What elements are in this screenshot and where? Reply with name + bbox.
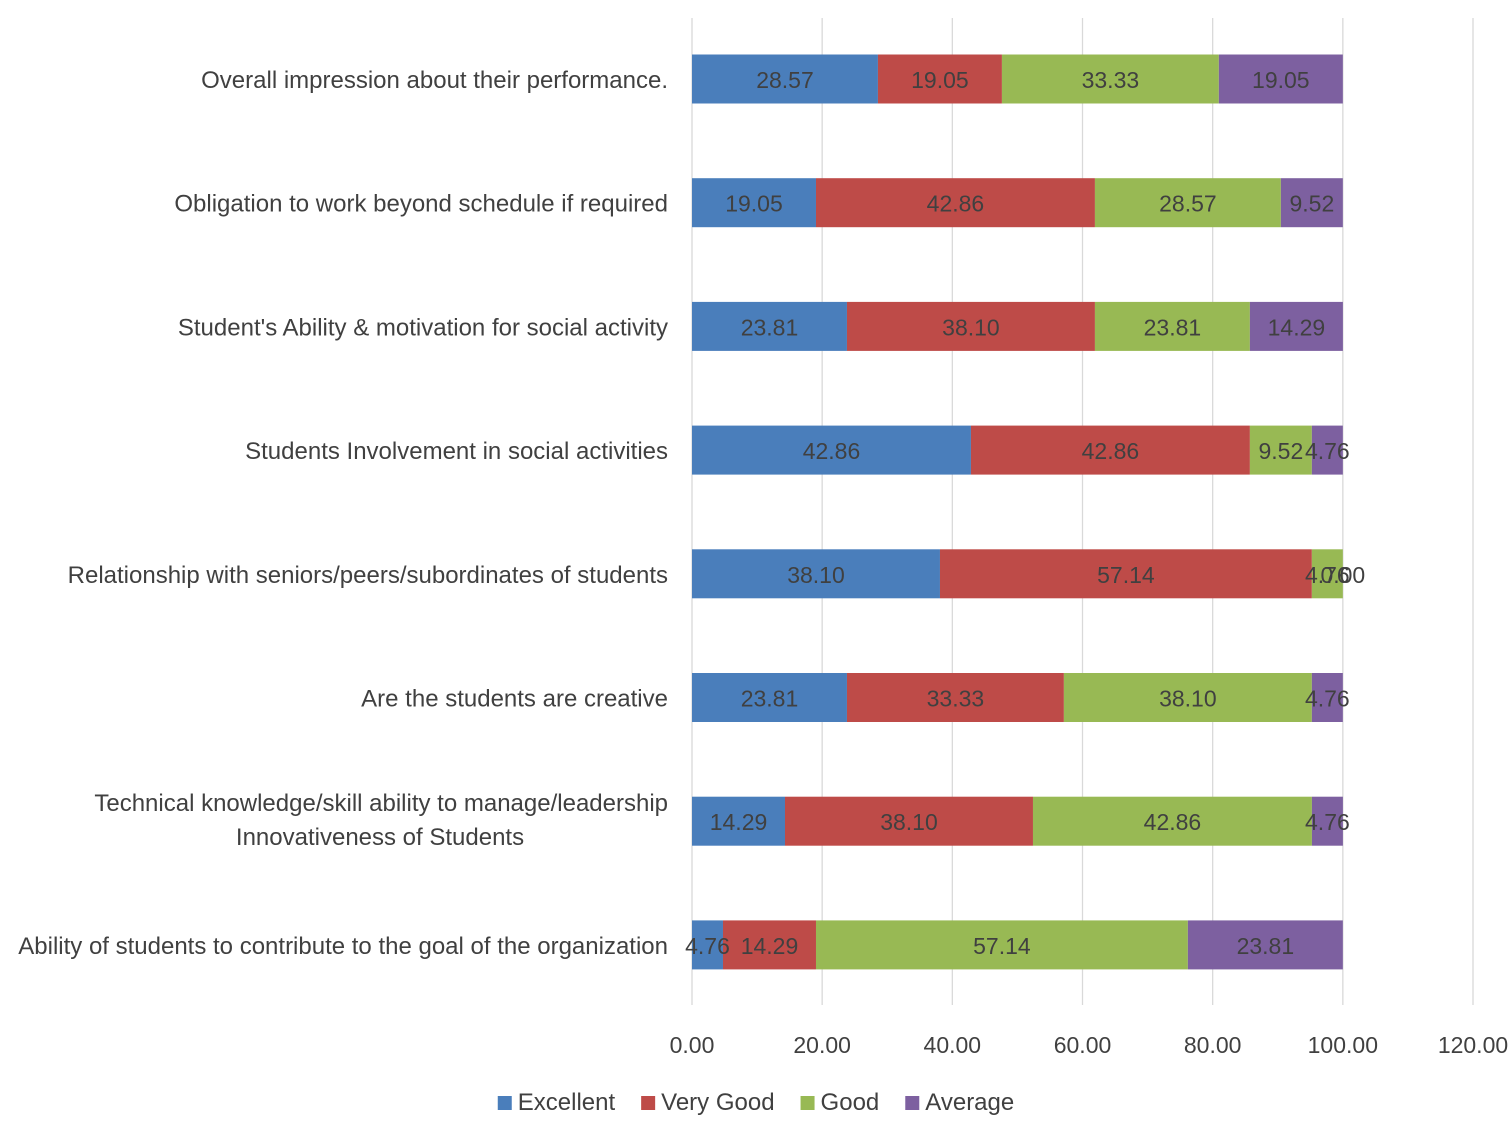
bar-segment-very-good [877,54,1002,104]
bar-segment-good [1063,673,1312,722]
legend-item-good: Good [800,1089,880,1116]
data-label: 4.76 [1305,809,1350,835]
bar-segment-average [1249,301,1343,351]
data-label: 4.76 [1305,562,1350,588]
data-label: 42.86 [1144,809,1202,835]
data-label: 9.52 [1258,438,1303,464]
category-labels: Overall impression about their performan… [18,67,668,960]
bar-segment-good [1311,549,1343,599]
data-label: 4.76 [1305,438,1350,464]
data-label: 28.57 [1159,191,1217,217]
data-label: 23.81 [741,686,799,712]
category-label: Relationship with seniors/peers/subordin… [68,562,668,589]
bar-segment-average [1311,796,1343,846]
category-label: Ability of students to contribute to the… [18,933,668,960]
bar-segment-excellent [692,425,971,475]
data-labels: 28.57 19.05 33.33 19.05 19.05 42.86 28.57 9.52 2… [685,67,1365,959]
data-label: 4.76 [685,933,730,959]
category-label: Are the students are creative [361,686,668,713]
legend-swatch [800,1096,815,1110]
bar-segment-average [1311,673,1343,722]
data-label: 42.86 [1082,438,1140,464]
data-label: 42.86 [803,438,861,464]
x-tick-label: 80.00 [1184,1032,1242,1058]
data-label: 38.10 [1159,686,1217,712]
legend: Excellent Very Good Good Average [497,1089,1014,1116]
data-label: 57.14 [973,933,1031,959]
bar-segment-very-good [939,549,1312,599]
x-tick-label: 60.00 [1054,1032,1112,1058]
data-label: 23.81 [1144,314,1202,340]
bar-segment-good [1094,301,1250,351]
data-label: 19.05 [725,191,783,217]
category-label: Students Involvement in social activitie… [245,438,668,465]
legend-label: Good [821,1089,880,1116]
bar-segment-excellent [692,301,847,351]
data-label: 14.29 [741,933,799,959]
bar-segment-average [1187,920,1343,970]
x-tick-label: 40.00 [924,1032,982,1058]
category-label: Technical knowledge/skill ability to man… [94,790,668,817]
legend-item-average: Average [905,1089,1014,1116]
bar-segment-excellent [692,920,723,970]
data-label: 4.76 [1305,686,1350,712]
bar-segment-average [1280,178,1343,228]
category-label: Innovativeness of Students [236,824,524,851]
data-label: 33.33 [1082,67,1140,93]
bar-segment-excellent [692,54,878,104]
data-label: 33.33 [927,686,985,712]
bar-segment-very-good [722,920,816,970]
data-label: 9.52 [1289,191,1334,217]
bar-segment-good [1249,425,1312,475]
bar-segment-excellent [692,673,847,722]
data-label: 38.10 [880,809,938,835]
bar-segment-very-good [970,425,1250,475]
data-label: 0.00 [1320,562,1365,588]
bar-segment-very-good [846,673,1064,722]
bar-segment-excellent [692,549,940,599]
x-tick-label: 100.00 [1308,1032,1378,1058]
data-label: 14.29 [710,809,768,835]
data-label: 23.81 [1237,933,1295,959]
gridlines [691,18,1474,1005]
legend-swatch [497,1096,512,1110]
legend-swatch [641,1096,656,1110]
data-label: 38.10 [942,314,1000,340]
data-label: 28.57 [756,67,814,93]
bar-segment-good [1032,796,1312,846]
bar-segment-good [815,920,1188,970]
x-tick-label: 20.00 [793,1032,851,1058]
bar-segment-very-good [846,301,1095,351]
legend-label: Excellent [518,1089,616,1116]
data-label: 57.14 [1097,562,1155,588]
bar-segment-excellent [692,796,786,846]
data-label: 19.05 [1252,67,1310,93]
data-label: 23.81 [741,314,799,340]
x-tick-label: 0.00 [670,1032,715,1058]
bar-segment-very-good [815,178,1095,228]
data-label: 14.29 [1268,314,1326,340]
bar-segment-average [1311,425,1343,475]
category-label: Overall impression about their performan… [201,67,668,94]
legend-label: Average [925,1089,1014,1116]
bar-segment-very-good [785,796,1033,846]
bars [692,54,1343,970]
bar-segment-average [1218,54,1343,104]
data-label: 38.10 [787,562,845,588]
data-label: 42.86 [927,191,985,217]
x-axis-ticks: 0.00 20.00 40.00 60.00 80.00 100.00 120.00 [670,1032,1509,1058]
legend-swatch [905,1096,920,1110]
bar-segment-excellent [692,178,816,228]
data-label: 19.05 [911,67,969,93]
legend-item-very-good: Very Good [641,1089,775,1116]
category-label: Student's Ability & motivation for socia… [178,314,668,341]
legend-item-excellent: Excellent [497,1089,616,1116]
bar-segment-good [1001,54,1219,104]
bar-segment-good [1094,178,1281,228]
x-tick-label: 120.00 [1438,1032,1508,1058]
legend-label: Very Good [661,1089,774,1116]
category-label: Obligation to work beyond schedule if re… [174,191,668,218]
